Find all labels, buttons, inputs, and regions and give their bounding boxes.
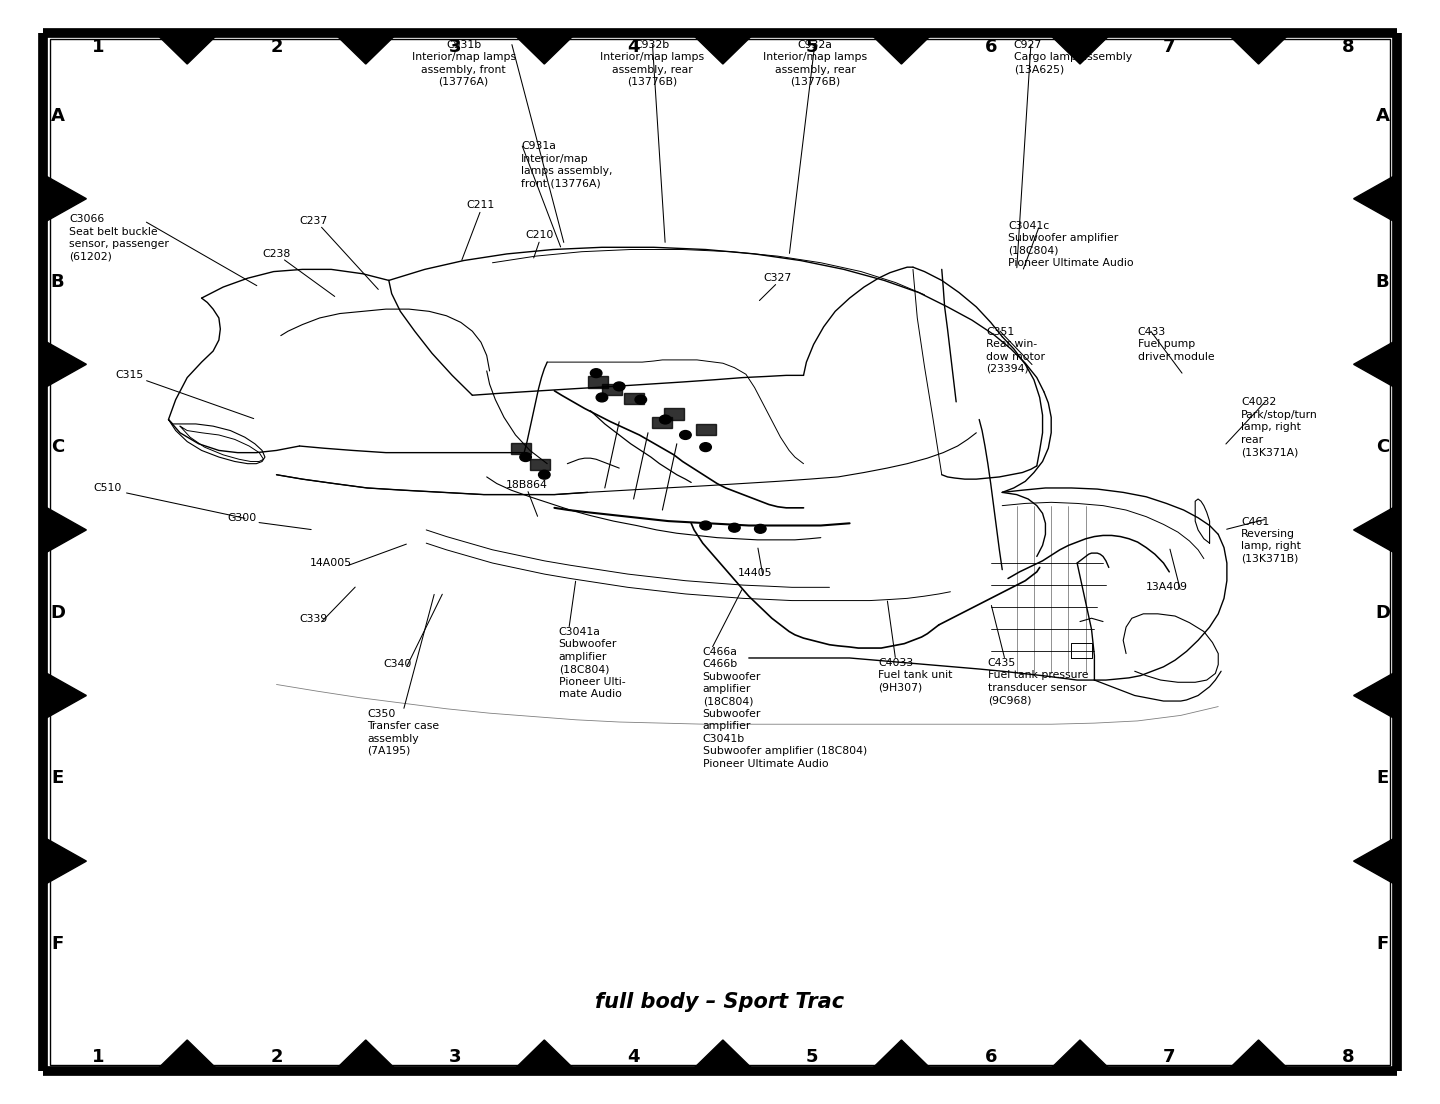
Polygon shape xyxy=(1354,174,1397,223)
Text: C351
Rear win-
dow motor
(23394): C351 Rear win- dow motor (23394) xyxy=(986,327,1045,374)
Polygon shape xyxy=(1048,33,1112,64)
Bar xyxy=(664,408,684,420)
Text: C210: C210 xyxy=(526,230,554,241)
Polygon shape xyxy=(870,1040,933,1071)
Text: 3: 3 xyxy=(449,1048,461,1065)
Text: C4033
Fuel tank unit
(9H307): C4033 Fuel tank unit (9H307) xyxy=(878,658,953,693)
Text: C433
Fuel pump
driver module: C433 Fuel pump driver module xyxy=(1138,327,1214,362)
Text: E: E xyxy=(1377,769,1388,787)
Text: B: B xyxy=(1375,273,1390,290)
Text: 7: 7 xyxy=(1164,1048,1175,1065)
Text: A: A xyxy=(50,107,65,125)
Polygon shape xyxy=(43,506,86,554)
Polygon shape xyxy=(1227,33,1290,64)
Circle shape xyxy=(596,393,608,402)
Text: C3041a
Subwoofer
amplifier
(18C804)
Pioneer Ulti-
mate Audio: C3041a Subwoofer amplifier (18C804) Pion… xyxy=(559,627,625,699)
Polygon shape xyxy=(43,174,86,223)
Text: C510: C510 xyxy=(94,482,122,493)
Bar xyxy=(602,384,622,395)
Text: C3066
Seat belt buckle
sensor, passenger
(61202): C3066 Seat belt buckle sensor, passenger… xyxy=(69,214,168,262)
Polygon shape xyxy=(43,671,86,720)
Polygon shape xyxy=(334,33,397,64)
Circle shape xyxy=(729,523,740,532)
Text: 6: 6 xyxy=(985,1048,996,1065)
Text: 5: 5 xyxy=(806,39,818,56)
Text: C350
Transfer case
assembly
(7A195): C350 Transfer case assembly (7A195) xyxy=(367,709,439,756)
Text: 4: 4 xyxy=(628,39,639,56)
Text: D: D xyxy=(50,604,65,622)
Text: E: E xyxy=(52,769,63,787)
Text: C339: C339 xyxy=(300,614,328,625)
Polygon shape xyxy=(1354,837,1397,885)
Text: C932a
Interior/map lamps
assembly, rear
(13776B): C932a Interior/map lamps assembly, rear … xyxy=(763,40,867,87)
Text: C237: C237 xyxy=(300,215,328,226)
Polygon shape xyxy=(43,340,86,389)
Circle shape xyxy=(613,382,625,391)
Circle shape xyxy=(520,453,531,461)
Circle shape xyxy=(755,524,766,533)
Text: C4032
Park/stop/turn
lamp, right
rear
(13K371A): C4032 Park/stop/turn lamp, right rear (1… xyxy=(1241,397,1318,457)
Polygon shape xyxy=(691,1040,755,1071)
Polygon shape xyxy=(1354,506,1397,554)
Text: 3: 3 xyxy=(449,39,461,56)
Text: C327: C327 xyxy=(763,273,792,284)
Text: 6: 6 xyxy=(985,39,996,56)
Circle shape xyxy=(700,521,711,530)
Text: C315: C315 xyxy=(115,370,144,381)
Text: 8: 8 xyxy=(1342,39,1354,56)
Text: C435
Fuel tank pressure
transducer sensor
(9C968): C435 Fuel tank pressure transducer senso… xyxy=(988,658,1089,705)
Circle shape xyxy=(700,443,711,452)
Text: 7: 7 xyxy=(1164,39,1175,56)
Text: 1: 1 xyxy=(92,1048,104,1065)
Text: C340: C340 xyxy=(383,658,412,669)
Polygon shape xyxy=(691,33,755,64)
Text: C3041c
Subwoofer amplifier
(18C804)
Pioneer Ultimate Audio: C3041c Subwoofer amplifier (18C804) Pion… xyxy=(1008,221,1133,268)
Bar xyxy=(696,424,716,435)
Text: 14A005: 14A005 xyxy=(310,558,353,569)
Text: F: F xyxy=(1377,935,1388,953)
Text: 4: 4 xyxy=(628,1048,639,1065)
Text: 18B864: 18B864 xyxy=(505,479,549,490)
Polygon shape xyxy=(1354,671,1397,720)
Polygon shape xyxy=(334,1040,397,1071)
Text: C211: C211 xyxy=(467,200,495,211)
Circle shape xyxy=(660,415,671,424)
Text: 5: 5 xyxy=(806,1048,818,1065)
Text: C: C xyxy=(1375,438,1390,456)
Circle shape xyxy=(680,431,691,439)
Text: full body – Sport Trac: full body – Sport Trac xyxy=(595,992,845,1012)
Text: C932b
Interior/map lamps
assembly, rear
(13776B): C932b Interior/map lamps assembly, rear … xyxy=(600,40,704,87)
Text: C927
Cargo lamp assembly
(13A625): C927 Cargo lamp assembly (13A625) xyxy=(1014,40,1132,75)
Text: G300: G300 xyxy=(228,512,256,523)
Circle shape xyxy=(635,395,647,404)
Text: 8: 8 xyxy=(1342,1048,1354,1065)
Polygon shape xyxy=(156,1040,219,1071)
Bar xyxy=(652,417,672,428)
Bar xyxy=(530,459,550,470)
Polygon shape xyxy=(513,1040,576,1071)
Text: F: F xyxy=(52,935,63,953)
Text: C931b
Interior/map lamps
assembly, front
(13776A): C931b Interior/map lamps assembly, front… xyxy=(412,40,516,87)
Text: C461
Reversing
lamp, right
(13K371B): C461 Reversing lamp, right (13K371B) xyxy=(1241,517,1302,564)
Polygon shape xyxy=(1048,1040,1112,1071)
Text: C: C xyxy=(50,438,65,456)
Text: 2: 2 xyxy=(271,39,282,56)
Text: 2: 2 xyxy=(271,1048,282,1065)
Polygon shape xyxy=(1227,1040,1290,1071)
Circle shape xyxy=(539,470,550,479)
Text: 13A409: 13A409 xyxy=(1145,582,1188,593)
Text: C466a
C466b
Subwoofer
amplifier
(18C804)
Subwoofer
amplifier
C3041b
Subwoofer am: C466a C466b Subwoofer amplifier (18C804)… xyxy=(703,647,867,768)
Bar xyxy=(511,443,531,454)
Bar xyxy=(588,376,608,388)
Bar xyxy=(624,393,644,404)
Text: D: D xyxy=(1375,604,1390,622)
Text: B: B xyxy=(50,273,65,290)
Text: C931a
Interior/map
lamps assembly,
front (13776A): C931a Interior/map lamps assembly, front… xyxy=(521,141,613,189)
Text: A: A xyxy=(1375,107,1390,125)
Circle shape xyxy=(590,369,602,378)
Polygon shape xyxy=(870,33,933,64)
Polygon shape xyxy=(156,33,219,64)
Polygon shape xyxy=(43,837,86,885)
Text: C238: C238 xyxy=(262,248,291,259)
Text: 1: 1 xyxy=(92,39,104,56)
